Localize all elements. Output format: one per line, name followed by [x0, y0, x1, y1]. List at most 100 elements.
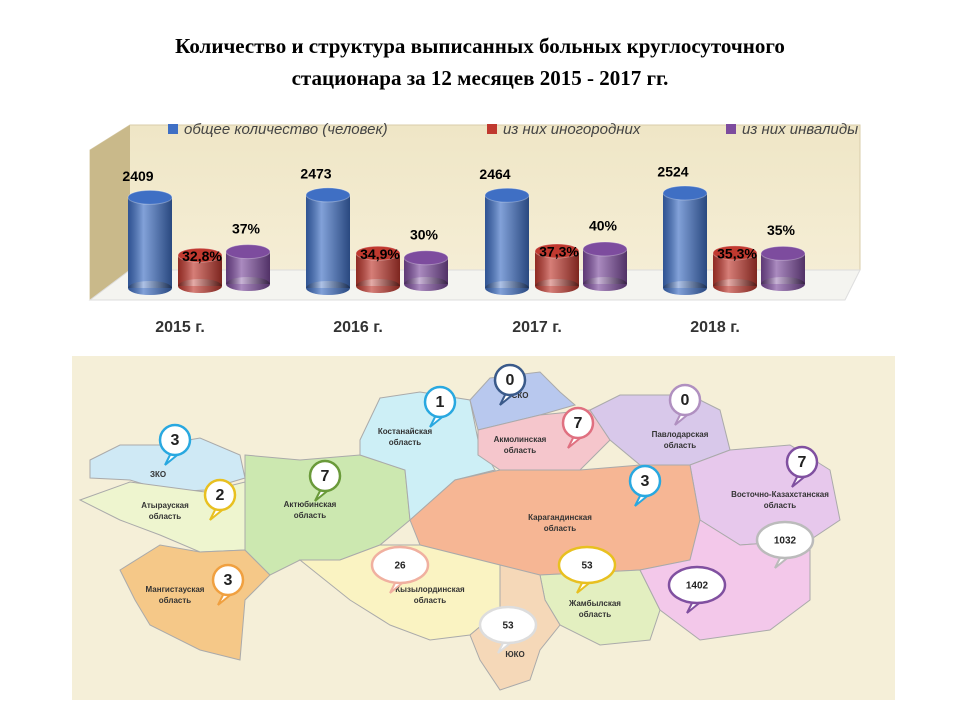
callout-value: 1032	[774, 536, 797, 547]
callout-value: 1402	[686, 581, 709, 592]
region-label: Восточно-Казахстанская	[731, 490, 829, 499]
bar-base-shade	[226, 277, 270, 291]
bar-base-shade	[663, 281, 707, 295]
title-line: Количество и структура выписанных больны…	[175, 34, 785, 58]
bar-base-shade	[178, 279, 222, 293]
value-label: 32,8%	[182, 248, 222, 264]
region-label: СКО	[512, 391, 529, 400]
callout-bubble	[211, 563, 245, 597]
bar-base-shade	[404, 277, 448, 291]
legend-swatch	[726, 124, 736, 134]
bar-base-shade	[485, 281, 529, 295]
bar-cap	[760, 245, 806, 261]
bar-cap	[225, 244, 271, 260]
value-label: 34,9%	[360, 246, 400, 262]
callout-value: 2	[216, 487, 225, 504]
value-label: 40%	[589, 218, 618, 234]
callout-bubble	[158, 423, 192, 457]
bar-cap	[662, 185, 708, 201]
bar-cap	[127, 189, 173, 205]
callout-bubble	[423, 385, 457, 419]
region-label: Павлодарская	[652, 430, 709, 439]
bar-cap	[582, 241, 628, 257]
bar-cap	[403, 250, 449, 266]
region-label: область	[294, 511, 327, 520]
side-wall	[90, 125, 130, 300]
bar-cap	[484, 187, 530, 203]
callout-value: 53	[502, 621, 514, 632]
callout-bubble	[493, 363, 527, 397]
bar-cap	[355, 245, 401, 261]
region-label: ЗКО	[150, 470, 166, 479]
callout-value: 3	[224, 572, 233, 589]
callout-bubble	[203, 478, 237, 512]
region-label: область	[389, 438, 422, 447]
callout-bubble	[785, 445, 819, 479]
legend-label: из них иногородних	[503, 121, 641, 138]
bar-shade	[663, 193, 707, 288]
value-label: 37,3%	[539, 244, 579, 260]
bar-shade	[485, 195, 529, 288]
legend-label: общее количество (человек)	[184, 121, 388, 138]
region-label: область	[504, 446, 537, 455]
bar-cap	[712, 245, 758, 261]
value-label: 2464	[479, 166, 510, 182]
bar-base-shade	[761, 277, 805, 291]
region-label: область	[159, 596, 192, 605]
region-label: Жамбылская	[568, 599, 621, 608]
region-label: область	[414, 596, 447, 605]
region	[359, 391, 496, 522]
region-label: Карагандинская	[528, 513, 592, 522]
callout-bubble	[561, 406, 595, 440]
region-label: область	[579, 610, 612, 619]
region-label: область	[544, 524, 577, 533]
bar-shade	[128, 197, 172, 288]
value-label: 35%	[767, 222, 796, 238]
callout-value: 1	[436, 394, 445, 411]
x-tick-label: 2017 г.	[512, 319, 562, 336]
callout-value: 0	[506, 372, 515, 389]
region-label: область	[149, 512, 182, 521]
bar-shade	[306, 194, 350, 288]
callout-value: 3	[641, 473, 650, 490]
callout-bubble	[668, 383, 702, 417]
region-label: Актюбинская	[284, 500, 337, 509]
region-label: Кызылординская	[395, 585, 465, 594]
callout-value: 7	[574, 415, 583, 432]
value-label: 2473	[300, 166, 331, 182]
callout-bubble	[370, 545, 430, 585]
x-tick-label: 2015 г.	[155, 319, 205, 336]
value-label: 35,3%	[717, 246, 757, 262]
region-label: Мангистауская	[146, 585, 205, 594]
bar-cap	[305, 187, 351, 203]
bar-cap	[534, 243, 580, 259]
bar-cap	[177, 247, 223, 263]
callout-value: 26	[394, 561, 406, 572]
bar-base-shade	[535, 279, 579, 293]
callout-bubble	[308, 459, 342, 493]
legend-label: из них инвалиды	[742, 121, 858, 138]
callout-bubble	[755, 520, 815, 560]
callout-bubble	[667, 565, 727, 605]
region-label: область	[764, 501, 797, 510]
callout-value: 7	[798, 454, 807, 471]
bar-base-shade	[356, 279, 400, 293]
callout-value: 0	[681, 392, 690, 409]
legend-swatch	[168, 124, 178, 134]
bar-base-shade	[713, 279, 757, 293]
x-tick-label: 2018 г.	[690, 319, 740, 336]
bar-base-shade	[583, 277, 627, 291]
legend-swatch	[487, 124, 497, 134]
title-line: стационара за 12 месяцев 2015 - 2017 гг.	[292, 66, 669, 90]
value-label: 30%	[410, 226, 439, 242]
callout-bubble	[478, 605, 538, 645]
callout-value: 3	[171, 432, 180, 449]
x-tick-label: 2016 г.	[333, 319, 383, 336]
value-label: 2524	[657, 164, 688, 180]
bar-base-shade	[306, 281, 350, 295]
value-label: 2409	[122, 168, 153, 184]
region-label: Акмолинская	[494, 435, 547, 444]
callout-value: 7	[321, 468, 330, 485]
callout-bubble	[557, 545, 617, 585]
